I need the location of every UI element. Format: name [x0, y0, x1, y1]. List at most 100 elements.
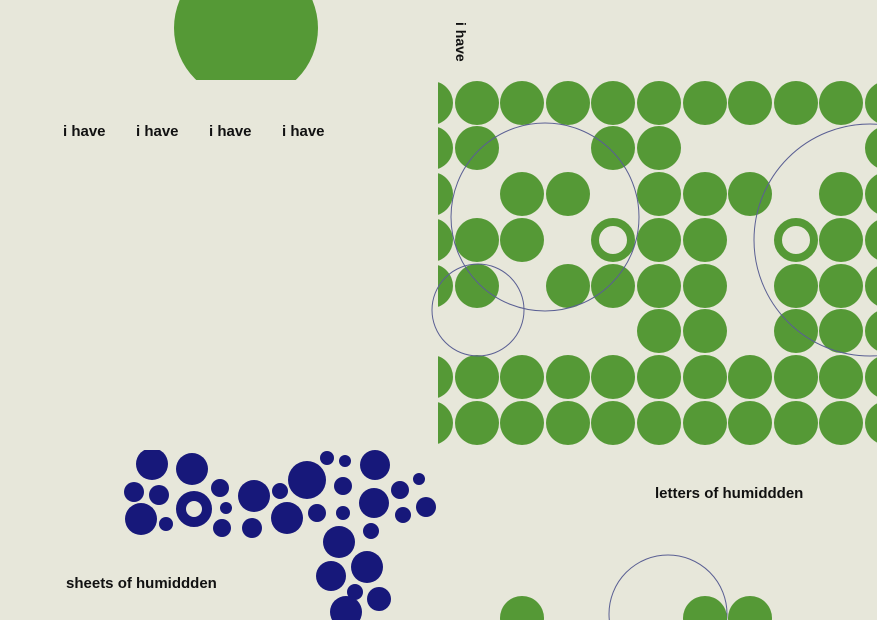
grid-dot	[683, 309, 727, 353]
grid-dot	[637, 81, 681, 125]
grid-dot	[774, 81, 818, 125]
grid-dot	[774, 309, 818, 353]
top-green-circle	[174, 0, 318, 100]
navy-dot	[339, 455, 351, 467]
navy-dot	[330, 596, 362, 620]
navy-dot	[316, 561, 346, 591]
navy-dot	[176, 453, 208, 485]
vertical-i-have-label: i have	[453, 22, 469, 62]
green-rings-grid	[591, 218, 818, 262]
bottom-green-dot	[683, 596, 727, 620]
grid-dot	[546, 355, 590, 399]
navy-dot	[242, 518, 262, 538]
grid-dot	[683, 264, 727, 308]
grid-dot	[591, 81, 635, 125]
grid-dot	[500, 355, 544, 399]
green-grid-ring	[774, 218, 818, 262]
bottom-green-dot	[500, 596, 544, 620]
navy-dot	[360, 450, 390, 480]
grid-dot	[455, 126, 499, 170]
grid-dot	[637, 172, 681, 216]
i-have-label-2: i have	[136, 123, 179, 140]
navy-dot	[211, 479, 229, 497]
grid-dot	[591, 264, 635, 308]
navy-dot	[323, 526, 355, 558]
navy-dot	[416, 497, 436, 517]
navy-dot	[124, 482, 144, 502]
grid-dot	[865, 266, 877, 306]
grid-dot	[455, 355, 499, 399]
grid-dot	[819, 81, 863, 125]
grid-dot	[591, 401, 635, 445]
navy-dot	[125, 503, 157, 535]
navy-dot	[136, 448, 168, 480]
i-have-label-4: i have	[282, 123, 325, 140]
grid-dot	[865, 83, 877, 123]
grid-dot	[637, 126, 681, 170]
grid-dot	[500, 218, 544, 262]
i-have-label-1: i have	[63, 123, 106, 140]
navy-dot	[334, 477, 352, 495]
grid-dot	[546, 401, 590, 445]
grid-dot	[819, 355, 863, 399]
thin-outline-circles	[431, 122, 877, 620]
navy-dot	[149, 485, 169, 505]
left-page-mask	[0, 80, 438, 450]
grid-dot	[819, 218, 863, 262]
green-dot-grid	[409, 81, 877, 445]
navy-dot	[367, 587, 391, 611]
grid-dot	[637, 309, 681, 353]
navy-dot	[220, 502, 232, 514]
grid-dot	[865, 220, 877, 260]
navy-dot	[308, 504, 326, 522]
grid-dot	[591, 355, 635, 399]
right-caption: letters of humiddden	[655, 485, 804, 502]
grid-dot	[728, 81, 772, 125]
grid-dot	[637, 218, 681, 262]
grid-dot	[591, 126, 635, 170]
navy-dot	[288, 461, 326, 499]
grid-dot	[728, 172, 772, 216]
grid-dot	[637, 355, 681, 399]
grid-dot	[819, 401, 863, 445]
grid-dot	[455, 401, 499, 445]
left-caption: sheets of humiddden	[66, 575, 217, 592]
right-page-art	[0, 80, 877, 620]
grid-dot	[683, 218, 727, 262]
grid-dot	[455, 264, 499, 308]
navy-dot	[272, 483, 288, 499]
grid-dot	[728, 401, 772, 445]
navy-dot	[213, 519, 231, 537]
navy-dot	[320, 451, 334, 465]
grid-dot	[865, 357, 877, 397]
navy-ring	[176, 491, 212, 527]
grid-dot	[500, 401, 544, 445]
outline-circle	[608, 554, 728, 620]
grid-dot	[455, 81, 499, 125]
grid-dot	[500, 81, 544, 125]
grid-dot	[546, 81, 590, 125]
navy-dot	[238, 480, 270, 512]
grid-dot	[637, 401, 681, 445]
grid-dot	[819, 309, 863, 353]
navy-dot	[359, 488, 389, 518]
grid-dot	[455, 218, 499, 262]
bottom-green-dots	[500, 596, 772, 620]
navy-dot	[413, 473, 425, 485]
grid-dot	[683, 172, 727, 216]
grid-dot	[774, 401, 818, 445]
grid-dot	[774, 264, 818, 308]
grid-dot	[865, 403, 877, 443]
grid-dot	[637, 264, 681, 308]
navy-dot	[391, 481, 409, 499]
navy-dot	[351, 551, 383, 583]
grid-dot	[546, 264, 590, 308]
navy-dot	[363, 523, 379, 539]
grid-dot	[865, 174, 877, 214]
grid-dot	[683, 355, 727, 399]
navy-dot	[336, 506, 350, 520]
grid-dot	[819, 264, 863, 308]
grid-dot	[865, 128, 877, 168]
grid-dot	[865, 311, 877, 351]
